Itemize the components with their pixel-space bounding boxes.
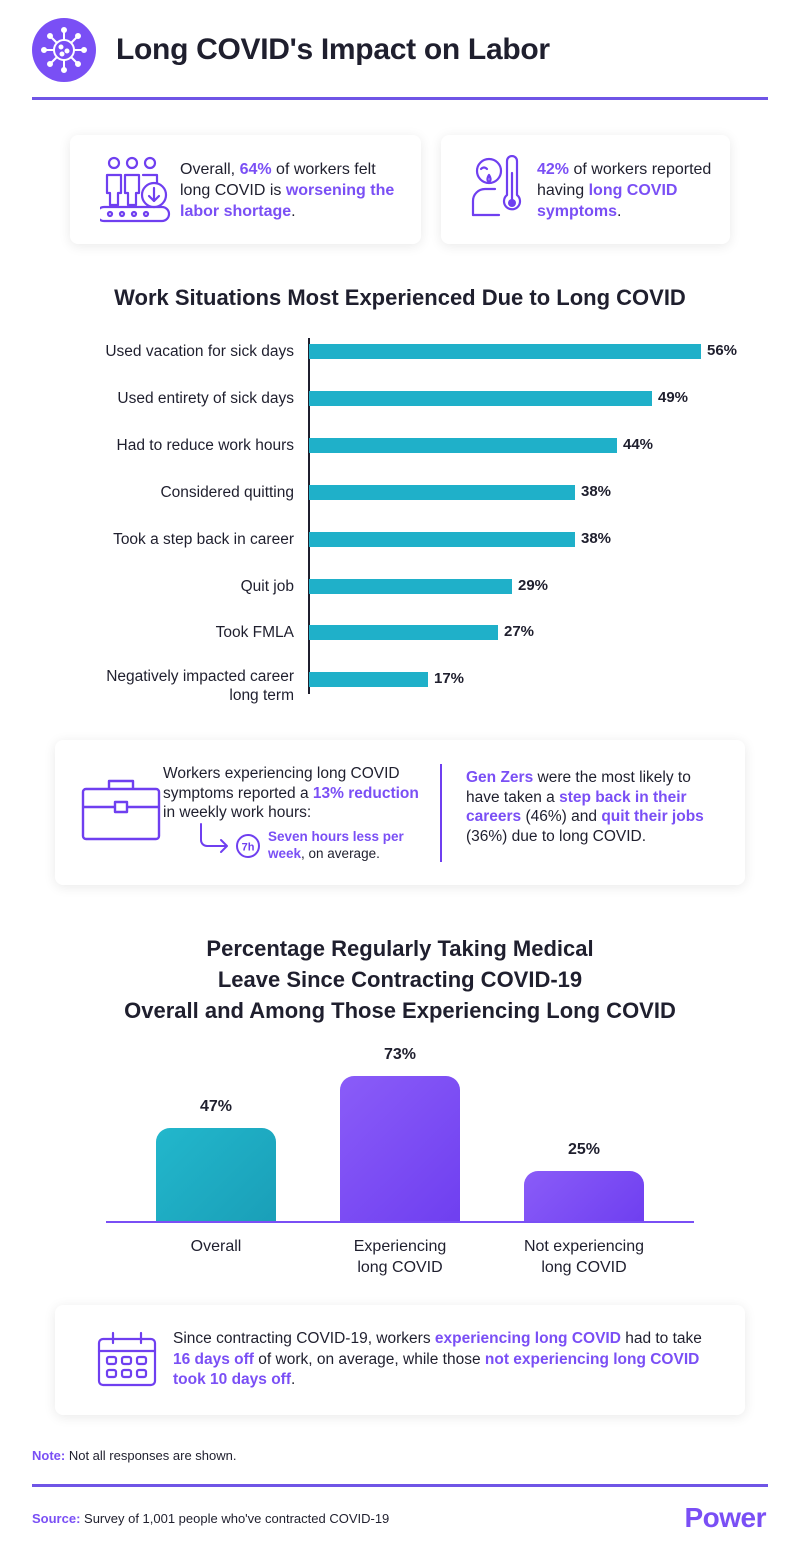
clock-hours-label: 7h [242,842,255,854]
sick-person-thermometer-icon [471,155,522,217]
column-category-line: Not experiencing [523,1238,645,1255]
hbar-bar [309,672,428,688]
work-hours-reduction-text: Workers experiencing long COVID symptoms… [163,765,419,821]
days-off-text: Since contracting COVID-19, workers expe… [173,1330,702,1388]
hbar-category-label: Quit job [240,577,294,595]
hbar-bar [309,437,617,453]
hbar-value-label: 56% [707,342,738,359]
header-divider [32,97,768,100]
hbar-value-label: 38% [581,482,612,500]
hbar-value-label: 27% [504,623,535,641]
footnote: Note: Not all responses are shown. [32,1448,237,1463]
hbar-category-label: Used vacation for sick days [105,343,294,360]
column-bar [156,1128,276,1221]
column-category-label: Not experiencing long COVID [494,1236,674,1278]
hbar-category-label: Used entirety of sick days [117,389,294,407]
virus-icon [41,27,87,73]
hbar-value-label: 44% [623,435,654,453]
stat-card-symptoms: 42% of workers reported having long COVI… [441,135,730,244]
hbar-category-label: Considered quitting [160,483,294,501]
hbar-category-label: Took FMLA [215,624,294,642]
column-value-label: 73% [383,1046,417,1063]
work-situations-chart-title: Work Situations Most Experienced Due to … [114,285,686,310]
hbar-category-label: Had to reduce work hours [116,436,294,454]
column-axis-line [106,1221,694,1223]
briefcase-icon [81,779,161,841]
medical-leave-title-line-1: Percentage Regularly Taking Medical [206,936,594,961]
stat-symptoms-text: 42% of workers reported having long COVI… [537,161,712,220]
arrow-clock-icon: 7h [200,823,260,858]
hbar-value-label: 17% [434,670,465,688]
virus-logo-badge [32,18,96,82]
footer-divider [32,1484,768,1487]
hbar-bar [309,484,575,500]
calendar-icon [97,1331,157,1387]
medical-leave-title-line-3: Overall and Among Those Experiencing Lon… [124,998,676,1023]
medical-leave-chart-title: Percentage Regularly Taking Medical Leav… [0,933,800,1026]
column-category-line: Experiencing [353,1238,447,1255]
info-box-divider [440,764,442,862]
power-logo: Power [684,1502,766,1533]
gen-z-text: Gen Zers were the most likely to have ta… [466,769,704,845]
hbar-category-label: Took a step back in career [113,530,294,548]
column-bar [524,1171,644,1221]
column-value-label: 47% [199,1098,233,1115]
stat-card-labor-shortage: Overall, 64% of workers felt long COVID … [70,135,421,244]
column-category-line: long COVID [541,1259,627,1276]
stat-labor-shortage-text: Overall, 64% of workers felt long COVID … [180,161,395,220]
source-note: Source: Survey of 1,001 people who've co… [32,1511,390,1526]
column-bar [340,1076,460,1221]
workers-conveyor-icon [100,156,171,223]
column-value-label: 25% [567,1141,601,1158]
hbar-category-label: Negatively impacted career long term [106,668,294,705]
hbar-value-label: 49% [658,388,689,406]
hbar-bar [309,531,575,547]
medical-leave-title-line-2: Leave Since Contracting COVID-19 [217,967,583,992]
column-category-label: Experiencing long COVID [310,1236,490,1278]
hbar-bar [309,578,512,594]
column-category-line: long COVID [357,1259,443,1276]
hbar-axis-line [308,338,310,694]
hbar-bar [309,625,498,641]
seven-hours-text: Seven hours less per week, on average. [268,829,404,861]
column-category-line: Overall [190,1238,242,1255]
hbar-bar [309,344,701,359]
hbar-bar [309,390,652,406]
work-hours-info-box: Workers experiencing long COVID symptoms… [55,740,745,885]
page-title: Long COVID's Impact on Labor [116,33,550,66]
hbar-value-label: 38% [581,529,612,547]
days-off-info-box: Since contracting COVID-19, workers expe… [55,1305,745,1415]
column-category-label: Overall [126,1236,306,1257]
hbar-value-label: 29% [518,576,549,594]
